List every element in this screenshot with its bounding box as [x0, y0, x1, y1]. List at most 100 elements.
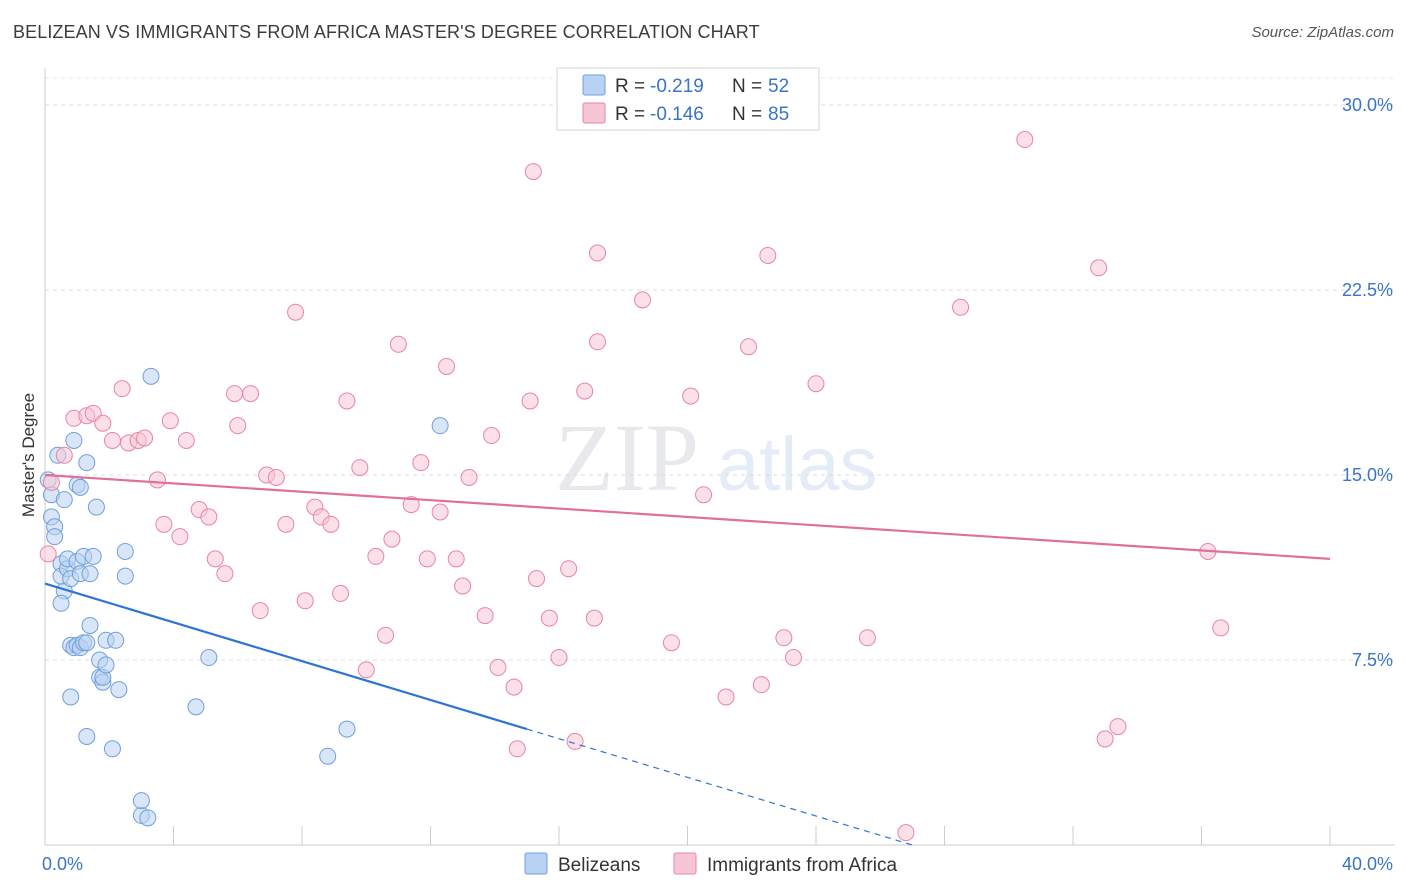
source-label: Source: ZipAtlas.com	[1251, 24, 1394, 41]
chart-title: BELIZEAN VS IMMIGRANTS FROM AFRICA MASTE…	[13, 22, 760, 42]
watermark-atlas: atlas	[717, 422, 878, 507]
data-point	[338, 720, 356, 738]
data-point	[267, 468, 285, 486]
data-point	[402, 496, 420, 514]
bottom-legend: Belizeans Immigrants from Africa	[524, 852, 897, 876]
data-point	[242, 385, 260, 403]
data-point	[759, 246, 777, 264]
data-point	[148, 471, 166, 489]
data-point	[78, 727, 96, 745]
series-layer	[39, 131, 1230, 842]
legend-r-label-0: R =	[615, 76, 645, 97]
data-point	[431, 503, 449, 521]
data-point	[200, 649, 218, 667]
data-point	[1090, 259, 1108, 277]
data-point	[171, 528, 189, 546]
data-point	[460, 468, 478, 486]
data-point	[94, 414, 112, 432]
data-point	[52, 594, 70, 612]
data-point	[226, 385, 244, 403]
data-point	[216, 565, 234, 583]
data-point	[338, 392, 356, 410]
data-point	[139, 809, 157, 827]
grid	[45, 77, 1395, 661]
y-axis-label: Master's Degree	[19, 393, 38, 517]
watermark-zip: ZIP	[555, 404, 699, 511]
data-point	[107, 631, 125, 649]
legend-r-label-1: R =	[615, 104, 645, 125]
data-point	[1096, 730, 1114, 748]
legend-n-label-1: N =	[732, 104, 762, 125]
data-point	[116, 542, 134, 560]
data-point	[187, 698, 205, 716]
bottom-legend-africa: Immigrants from Africa	[707, 855, 897, 876]
data-point	[177, 431, 195, 449]
data-point	[508, 740, 526, 758]
data-point	[585, 609, 603, 627]
data-point	[589, 333, 607, 351]
x-tick-label: 0.0%	[42, 854, 83, 874]
data-point	[296, 592, 314, 610]
y-tick-label: 15.0%	[1342, 465, 1393, 485]
data-point	[589, 244, 607, 262]
data-point	[682, 387, 700, 405]
data-point	[357, 661, 375, 679]
data-point	[807, 375, 825, 393]
x-tick-label: 40.0%	[1342, 854, 1393, 874]
data-point	[110, 681, 128, 699]
data-point	[1212, 619, 1230, 637]
data-point	[695, 486, 713, 504]
data-point	[71, 478, 89, 496]
data-point	[206, 550, 224, 568]
data-point	[634, 291, 652, 309]
data-point	[775, 629, 793, 647]
legend-r-value-africa: -0.146	[650, 104, 704, 125]
data-point	[785, 649, 803, 667]
y-tick-label: 22.5%	[1342, 280, 1393, 300]
data-point	[351, 459, 369, 477]
data-point	[155, 515, 173, 533]
legend-swatch-belizeans	[582, 74, 606, 96]
data-point	[39, 545, 57, 563]
data-point	[251, 602, 269, 620]
data-point	[1109, 718, 1127, 736]
data-point	[952, 298, 970, 316]
legend-r-value-belizeans: -0.219	[650, 76, 704, 97]
data-point	[431, 417, 449, 435]
bottom-legend-belizeans: Belizeans	[558, 855, 640, 876]
data-point	[319, 747, 337, 765]
data-point	[142, 367, 160, 385]
data-point	[717, 688, 735, 706]
data-point	[200, 508, 218, 526]
data-point	[389, 335, 407, 353]
data-point	[528, 570, 546, 588]
data-point	[524, 163, 542, 181]
data-point	[521, 392, 539, 410]
data-point	[229, 417, 247, 435]
data-point	[540, 609, 558, 627]
data-point	[62, 688, 80, 706]
data-point	[161, 412, 179, 430]
trend-line-extension	[526, 728, 913, 846]
data-point	[560, 560, 578, 578]
data-point	[447, 550, 465, 568]
data-point	[113, 380, 131, 398]
data-point	[476, 607, 494, 625]
data-point	[103, 431, 121, 449]
trend-line	[44, 473, 1331, 560]
data-point	[55, 491, 73, 509]
data-point	[740, 338, 758, 356]
axes: 7.5% 15.0% 22.5% 30.0% 0.0% 40.0%	[42, 68, 1395, 874]
data-point	[87, 498, 105, 516]
trend-line	[44, 582, 528, 731]
data-point	[566, 732, 584, 750]
bottom-legend-swatch-belizeans	[524, 852, 548, 875]
data-point	[858, 629, 876, 647]
data-point	[332, 584, 350, 602]
series-africa	[39, 131, 1230, 842]
legend-n-label-0: N =	[732, 76, 762, 97]
y-tick-label: 7.5%	[1352, 650, 1393, 670]
data-point	[576, 382, 594, 400]
data-point	[483, 427, 501, 445]
